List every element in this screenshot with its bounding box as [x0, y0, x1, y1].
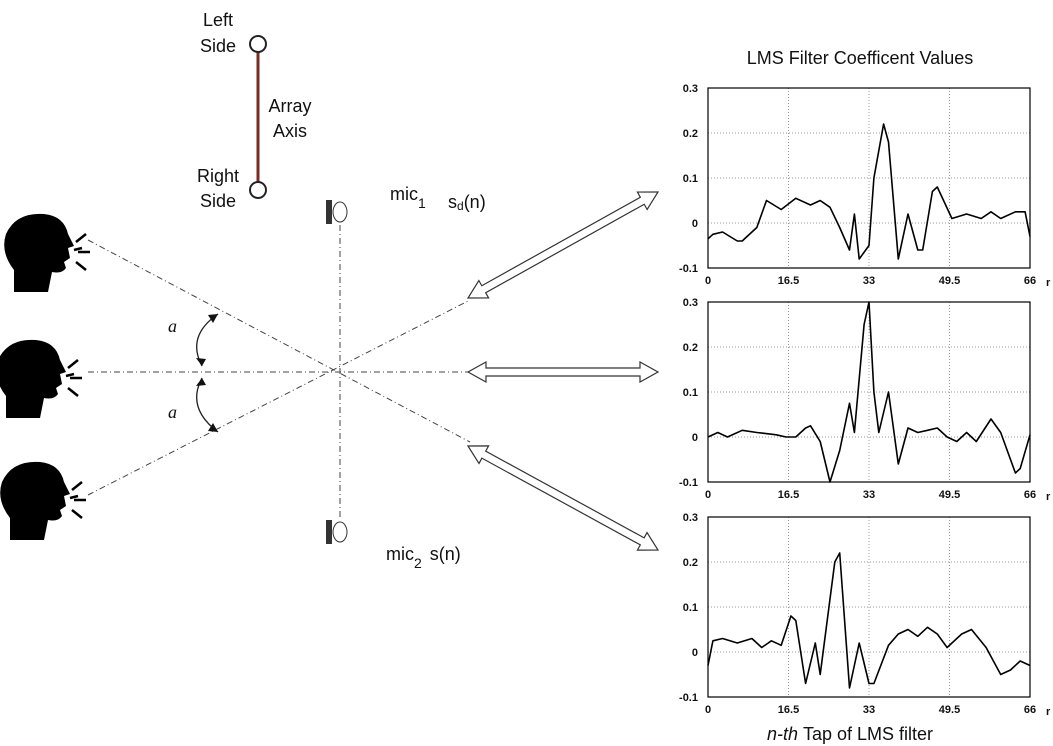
signal-subscript: d [457, 199, 464, 213]
coefficient-line [707, 552, 1031, 689]
mic2-label: mic2 s(n) [386, 544, 461, 571]
sight-lines [87, 239, 471, 496]
x-tick-label: 33 [863, 704, 875, 716]
angle-label: a [168, 402, 177, 422]
angle-arc [196, 313, 219, 367]
speaker [2, 212, 92, 294]
y-tick-label: 0.1 [683, 173, 698, 185]
x-label-italic: n-th [767, 724, 798, 744]
arrowhead [208, 423, 218, 432]
y-tick-label: -0.1 [679, 692, 698, 704]
plot-frame [707, 516, 1031, 698]
mic-icon [326, 200, 332, 224]
x-tick-label: 16.5 [778, 275, 799, 287]
coefficient-line [707, 123, 1031, 260]
signal: s [448, 192, 457, 212]
x-tick-label: 49.5 [939, 489, 960, 501]
y-tick-label: 0.3 [683, 83, 698, 95]
x-tick-label: 66 [1024, 275, 1036, 287]
arrows [466, 191, 660, 551]
plot-frame [707, 87, 1031, 269]
mic1-name: mic [390, 184, 418, 204]
mic2-signal: s(n) [430, 544, 461, 564]
y-tick-label: -0.1 [679, 477, 698, 489]
x-tick-label: 16.5 [778, 489, 799, 501]
y-tick-label: 0 [692, 432, 698, 444]
right-end [249, 181, 267, 199]
y-tick-label: 0.2 [683, 342, 698, 354]
double-arrow [466, 360, 660, 384]
signal-arg: (n) [464, 192, 486, 212]
axis-label: Array [268, 96, 311, 116]
y-tick-label: 0.3 [683, 297, 698, 309]
angle-label: a [168, 316, 177, 336]
x-tick-label: 33 [863, 275, 875, 287]
x-tick-label: 49.5 [939, 704, 960, 716]
left-end [249, 35, 267, 53]
y-tick-label: 0.2 [683, 128, 698, 140]
x-tick-label: 0 [705, 489, 711, 501]
sight-line [87, 299, 471, 496]
x-axis-label: r [1046, 491, 1051, 503]
left-label: Left [203, 10, 233, 30]
mic1-label: mic1 [390, 184, 426, 211]
y-tick-label: 0.1 [683, 387, 698, 399]
y-tick-label: -0.1 [679, 263, 698, 275]
x-tick-label: 49.5 [939, 275, 960, 287]
y-tick-label: 0.3 [683, 512, 698, 524]
x-tick-label: 0 [705, 275, 711, 287]
double-arrow [466, 445, 660, 551]
mic-icon [332, 521, 348, 543]
mic-icon [326, 520, 332, 544]
mic1-index: 1 [418, 195, 426, 211]
speaker [0, 338, 84, 420]
x-tick-label: 0 [705, 704, 711, 716]
y-tick-label: 0 [692, 218, 698, 230]
mic-icon [332, 201, 348, 223]
mic1-signal: sd(n) [448, 192, 486, 213]
charts-x-label: n-th Tap of LMS filter [767, 724, 933, 744]
x-tick-label: 66 [1024, 704, 1036, 716]
angle-arc [196, 377, 219, 433]
x-tick-label: 66 [1024, 489, 1036, 501]
mic2-index: 2 [414, 555, 422, 571]
arrowheads [196, 314, 218, 432]
speaker [0, 460, 88, 542]
x-tick-label: 33 [863, 489, 875, 501]
x-axis-label: r [1046, 277, 1051, 289]
axis-label: Axis [273, 121, 307, 141]
double-arrow [466, 191, 660, 299]
x-axis-label: r [1046, 706, 1051, 718]
right-label: Side [200, 191, 236, 211]
y-tick-label: 0.1 [683, 602, 698, 614]
mic2-name: mic [386, 544, 414, 564]
arrowhead [196, 378, 206, 386]
left-label: Side [200, 36, 236, 56]
right-label: Right [197, 166, 239, 186]
angle-arcs [196, 313, 219, 433]
charts-title: LMS Filter Coefficent Values [747, 48, 973, 68]
x-label-rest: Tap of LMS filter [803, 724, 933, 744]
y-tick-label: 0.2 [683, 557, 698, 569]
y-tick-label: 0 [692, 647, 698, 659]
coefficient-line [707, 301, 1031, 483]
arrowhead [208, 314, 218, 323]
x-tick-label: 16.5 [778, 704, 799, 716]
arrowhead [196, 358, 206, 366]
sight-line [87, 239, 471, 443]
